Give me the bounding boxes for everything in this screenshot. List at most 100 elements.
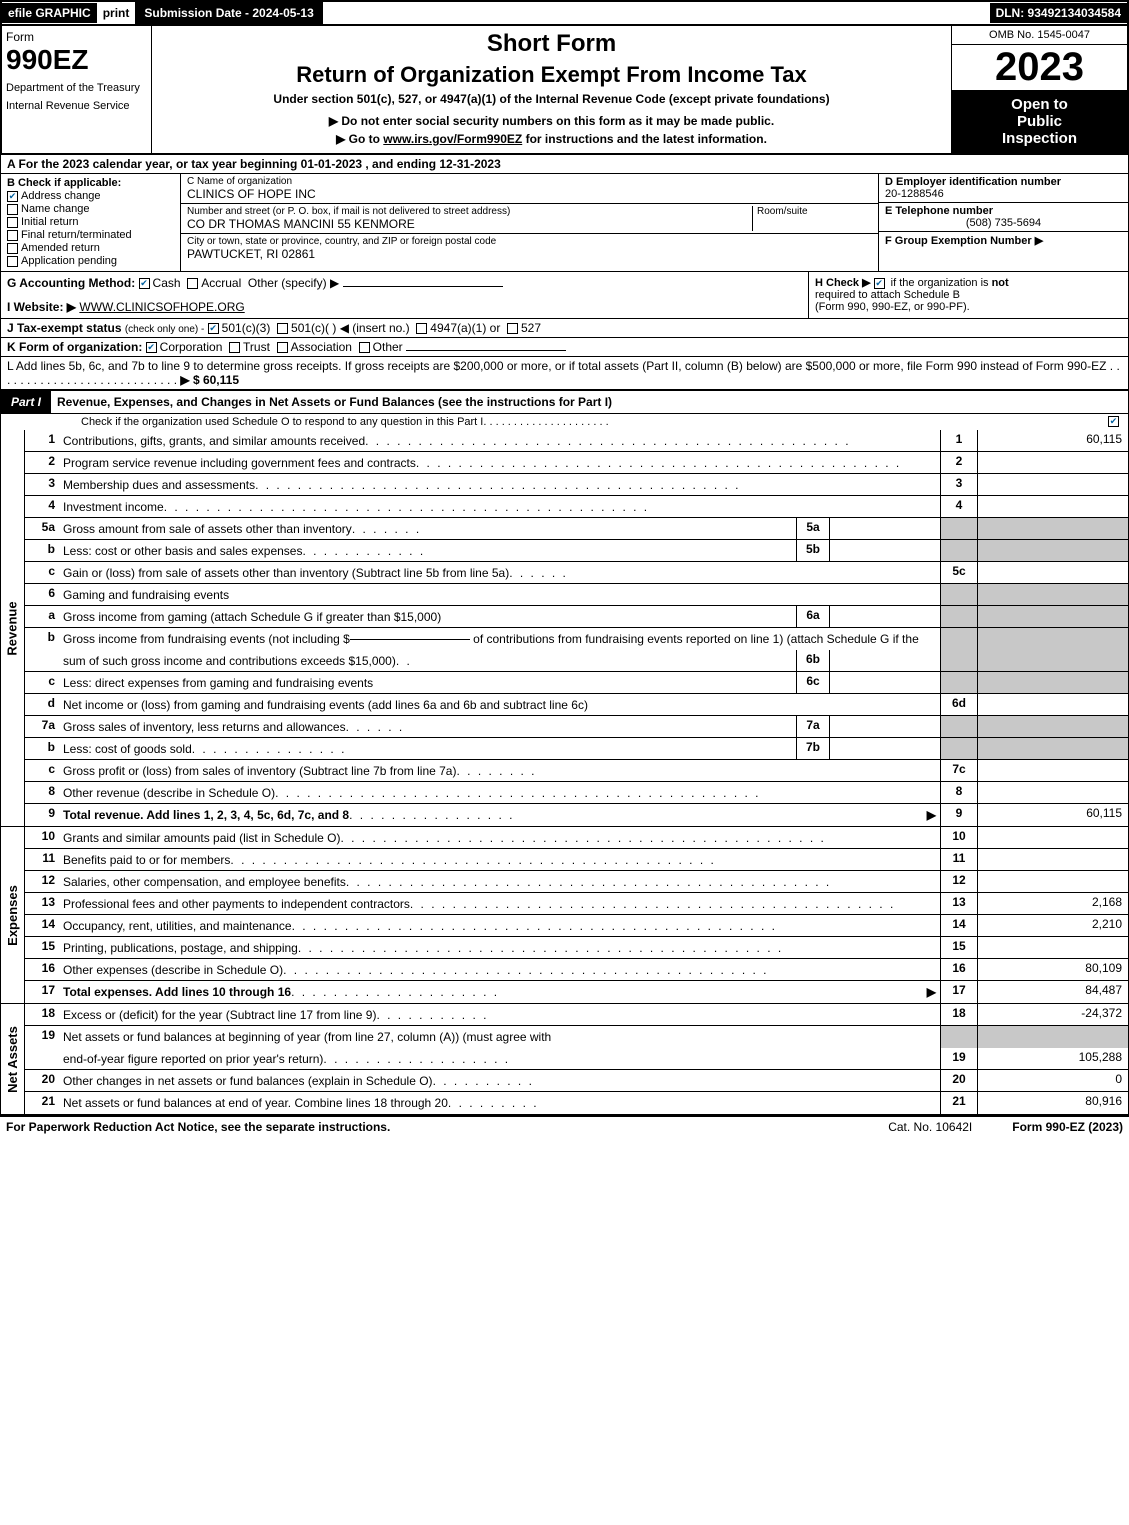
j-opt3: 4947(a)(1) or (430, 321, 500, 335)
k-label: K Form of organization: (7, 340, 142, 354)
sub-val (830, 672, 940, 693)
line-g: G Accounting Method: Cash Accrual Other … (1, 272, 808, 318)
ssn-warning: ▶ Do not enter social security numbers o… (160, 114, 943, 128)
chk-amended-return[interactable]: Amended return (7, 242, 174, 254)
row-5a: 5aGross amount from sale of assets other… (25, 518, 1128, 540)
row-5b: bLess: cost or other basis and sales exp… (25, 540, 1128, 562)
group-exemption-label: F Group Exemption Number ▶ (885, 235, 1043, 247)
line-num: 20 (25, 1070, 59, 1091)
goto-link[interactable]: www.irs.gov/Form990EZ (383, 132, 522, 146)
col-b-title: B Check if applicable: (7, 177, 174, 189)
line-num: 12 (25, 871, 59, 892)
chk-label: Name change (21, 203, 90, 215)
row-10: 10Grants and similar amounts paid (list … (25, 827, 1128, 849)
g-other-blank[interactable] (343, 286, 503, 287)
line-desc: Other changes in net assets or fund bala… (63, 1074, 433, 1088)
line-desc: Total expenses. Add lines 10 through 16 (63, 985, 291, 999)
arrow-icon: ▶ (927, 808, 936, 822)
part1-subtitle: Check if the organization used Schedule … (0, 414, 1129, 430)
chk-initial-return[interactable]: Initial return (7, 216, 174, 228)
top-bar: efile GRAPHIC print Submission Date - 20… (0, 0, 1129, 26)
j-opt1: 501(c)(3) (222, 321, 271, 335)
print-label[interactable]: print (97, 3, 136, 23)
goto-pre: ▶ Go to (336, 132, 383, 146)
chk-label: Address change (21, 190, 101, 202)
line-num: c (25, 672, 59, 693)
check-icon[interactable] (139, 278, 150, 289)
checkbox-icon[interactable] (359, 342, 370, 353)
check-icon[interactable] (874, 278, 885, 289)
right-val-grey (978, 672, 1128, 693)
dots: . . . . . . . . . . . . . . . . . . . . … (255, 478, 936, 492)
check-icon[interactable] (1108, 416, 1119, 427)
right-num: 3 (940, 474, 978, 495)
sub-val (830, 716, 940, 737)
blank-line[interactable] (350, 639, 470, 640)
line-desc: Less: cost of goods sold (63, 742, 192, 756)
line-desc: Less: cost or other basis and sales expe… (63, 544, 302, 558)
dots: . . . . . . . . . . . . . . . . . . . . … (365, 434, 936, 448)
row-14: 14Occupancy, rent, utilities, and mainte… (25, 915, 1128, 937)
g-accrual: Accrual (201, 276, 241, 290)
dots: . . . . . . . . . . . . . . . . . . . . … (340, 831, 936, 845)
chk-address-change[interactable]: Address change (7, 190, 174, 202)
open-inspection: Open to Public Inspection (952, 90, 1127, 153)
dots: . . . . . . . . . . . . . . . . . . . . … (410, 897, 936, 911)
row-12: 12 Salaries, other compensation, and empl… (25, 871, 1128, 893)
right-num: 4 (940, 496, 978, 517)
right-val: 60,115 (978, 804, 1128, 826)
row-20: 20 Other changes in net assets or fund ba… (25, 1070, 1128, 1092)
right-num: 19 (940, 1048, 978, 1069)
checkbox-icon[interactable] (507, 323, 518, 334)
row-6: 6Gaming and fundraising events (25, 584, 1128, 606)
chk-final-return[interactable]: Final return/terminated (7, 229, 174, 241)
checkbox-icon[interactable] (277, 342, 288, 353)
line-num-blank (25, 1048, 59, 1069)
right-num-grey (940, 672, 978, 693)
checkbox-icon (7, 230, 18, 241)
chk-name-change[interactable]: Name change (7, 203, 174, 215)
line-desc: Salaries, other compensation, and employ… (63, 875, 346, 889)
line-desc: Gain or (loss) from sale of assets other… (63, 566, 509, 580)
line-desc: Grants and similar amounts paid (list in… (63, 831, 340, 845)
line-num: 5a (25, 518, 59, 539)
line-num: 7a (25, 716, 59, 737)
row-17: 17Total expenses. Add lines 10 through 1… (25, 981, 1128, 1003)
dln-label: DLN: 93492134034584 (990, 3, 1127, 23)
checkbox-icon[interactable] (416, 323, 427, 334)
website-link[interactable]: WWW.CLINICSOFHOPE.ORG (79, 300, 244, 314)
right-val-grey (978, 584, 1128, 605)
line-desc: Professional fees and other payments to … (63, 897, 410, 911)
checkbox-icon[interactable] (187, 278, 198, 289)
col-b: B Check if applicable: Address change Na… (1, 174, 181, 271)
main-title: Return of Organization Exempt From Incom… (160, 62, 943, 88)
check-icon[interactable] (208, 323, 219, 334)
city-row: City or town, state or province, country… (181, 234, 878, 263)
ein-value: 20-1288546 (885, 188, 1122, 200)
right-num: 13 (940, 893, 978, 914)
line-desc: Total revenue. Add lines 1, 2, 3, 4, 5c,… (63, 808, 349, 822)
right-num: 15 (940, 937, 978, 958)
right-val (978, 474, 1128, 495)
inspect-2: Public (956, 113, 1123, 130)
k-other-blank[interactable] (406, 350, 566, 351)
line-l: L Add lines 5b, 6c, and 7b to line 9 to … (0, 357, 1129, 390)
check-icon[interactable] (146, 342, 157, 353)
checkbox-icon (7, 204, 18, 215)
row-1: 1Contributions, gifts, grants, and simil… (25, 430, 1128, 452)
line-desc: Other expenses (describe in Schedule O) (63, 963, 283, 977)
right-val-grey (978, 540, 1128, 561)
right-val-grey (978, 518, 1128, 539)
right-num: 2 (940, 452, 978, 473)
right-val (978, 562, 1128, 583)
ein-label: D Employer identification number (885, 176, 1122, 188)
dots: . . . . . . . . . . . . . . . . . . . . … (275, 786, 936, 800)
checkbox-icon[interactable] (229, 342, 240, 353)
sub-val (830, 650, 940, 671)
checkbox-icon[interactable] (277, 323, 288, 334)
row-16: 16Other expenses (describe in Schedule O… (25, 959, 1128, 981)
line-num: 11 (25, 849, 59, 870)
dots: . . . . . . . . . . . . . . . . . . . . … (164, 500, 936, 514)
netassets-section: Net Assets 18Excess or (deficit) for the… (0, 1004, 1129, 1115)
chk-app-pending[interactable]: Application pending (7, 255, 174, 267)
